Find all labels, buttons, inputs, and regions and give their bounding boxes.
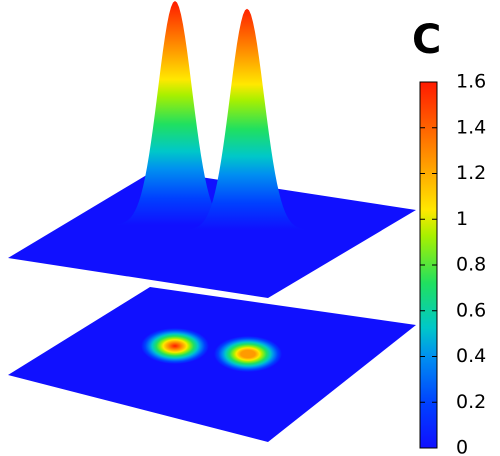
colorbar-tick-label: 0.4	[456, 345, 486, 367]
lower-plane	[8, 287, 416, 442]
colorbar-tick-label: 0	[456, 437, 468, 456]
colorbar-tick-label: 0.2	[456, 391, 486, 413]
peak	[187, 8, 307, 244]
colorbar-tick-label: 1.4	[456, 116, 486, 138]
colorbar-tick-label: 0.8	[456, 254, 486, 276]
colorbar-tick-label: 1.6	[456, 71, 486, 93]
heat-spot	[214, 336, 282, 372]
colorbar-title: C	[412, 17, 441, 63]
heat-spot	[141, 328, 209, 364]
colorbar-tick-label: 1	[456, 208, 468, 230]
colorbar-tick-label: 0.6	[456, 299, 486, 321]
colorbar-tick-label: 1.2	[456, 162, 486, 184]
peak	[115, 1, 235, 239]
